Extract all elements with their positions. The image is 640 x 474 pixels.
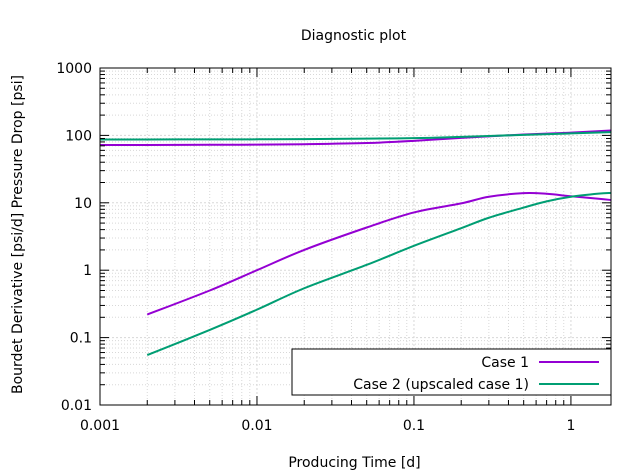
series-curves	[99, 129, 612, 357]
legend-label: Case 1	[481, 355, 529, 371]
axis-ticks	[99, 67, 611, 406]
y-tick-label: 1000	[56, 61, 92, 77]
x-axis-label: Producing Time [d]	[288, 455, 420, 471]
tick-labels: 0.001 0.01 0.1 1 0.01 0.1 1 10 100 1000	[56, 61, 575, 434]
y-tick-label: 1	[83, 263, 92, 279]
y-tick-label: 100	[65, 128, 92, 144]
legend-box	[291, 348, 612, 396]
plot-frame	[99, 67, 612, 406]
series-2-pressure-drop-line	[99, 131, 612, 141]
y-tick-label: 0.01	[61, 398, 92, 414]
x-tick-label: 1	[566, 418, 575, 434]
y-axis-label: Bourdet Derivative [psi/d] Pressure Drop…	[10, 75, 26, 394]
x-tick-label: 0.01	[241, 418, 272, 434]
legend-label: Case 2 (upscaled case 1)	[353, 377, 529, 393]
legend: Case 1 Case 2 (upscaled case 1)	[291, 348, 612, 396]
y-tick-label: 10	[74, 196, 92, 212]
chart-title: Diagnostic plot	[301, 28, 407, 44]
x-tick-label: 0.001	[80, 418, 120, 434]
series-2-derivative-line	[146, 191, 612, 357]
x-tick-label: 0.1	[403, 418, 425, 434]
y-tick-label: 0.1	[70, 331, 92, 347]
